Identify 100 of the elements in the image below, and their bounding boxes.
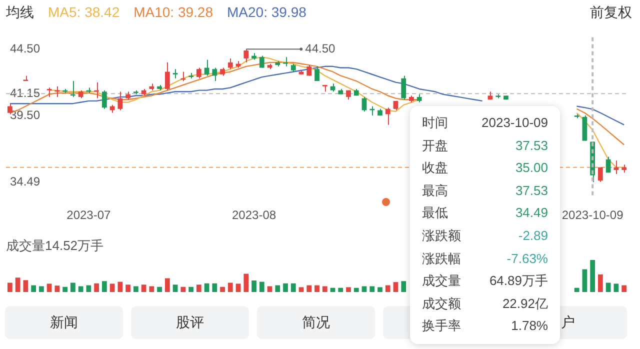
candlestick bbox=[314, 66, 320, 82]
bar bbox=[385, 285, 390, 292]
bar bbox=[110, 284, 115, 292]
bar bbox=[220, 286, 225, 292]
bar bbox=[322, 286, 328, 292]
bar bbox=[133, 286, 138, 292]
x-tick-label: 2023-07 bbox=[66, 208, 112, 222]
bar bbox=[172, 284, 178, 292]
bar bbox=[212, 283, 218, 292]
bar bbox=[86, 285, 92, 292]
bar bbox=[370, 286, 375, 292]
text: 换手率 bbox=[422, 317, 461, 336]
bar bbox=[46, 284, 52, 292]
annotation: 收盘 bbox=[422, 159, 448, 178]
annotation: 2023-10-09 bbox=[482, 114, 548, 132]
text: MA10: 39.28 bbox=[134, 4, 213, 20]
annotation: 涨跌幅 bbox=[422, 250, 461, 268]
annotation: 35.00 bbox=[515, 159, 548, 178]
bar bbox=[180, 286, 186, 292]
text: 成交额 bbox=[422, 294, 461, 313]
bar bbox=[298, 287, 304, 292]
text: 前复权 bbox=[590, 4, 632, 22]
annotation: 最高 bbox=[422, 182, 448, 200]
bar bbox=[118, 282, 123, 292]
bar bbox=[228, 282, 233, 292]
candlestick bbox=[172, 68, 178, 79]
candlestick bbox=[118, 91, 123, 111]
bar bbox=[378, 287, 382, 292]
candlestick bbox=[598, 166, 603, 182]
bar bbox=[259, 282, 264, 292]
candlestick bbox=[614, 160, 619, 174]
annotation: 时间 bbox=[422, 114, 448, 132]
bar bbox=[614, 284, 619, 292]
bar bbox=[94, 283, 99, 292]
text: 简况 bbox=[302, 314, 330, 332]
bar bbox=[126, 284, 130, 292]
text: 户 bbox=[561, 314, 575, 332]
bar bbox=[15, 278, 20, 292]
bar bbox=[102, 281, 107, 292]
bar bbox=[346, 287, 351, 292]
candlestick bbox=[164, 62, 170, 91]
bar bbox=[290, 283, 296, 292]
bar bbox=[306, 285, 312, 292]
bar bbox=[267, 286, 272, 292]
text: 34.49 bbox=[515, 204, 548, 222]
bar bbox=[606, 282, 611, 292]
candlestick bbox=[7, 103, 12, 115]
bar bbox=[196, 284, 202, 292]
text: 股评 bbox=[176, 314, 204, 332]
legend-title: 均线 bbox=[6, 4, 34, 20]
text: MA5: 38.42 bbox=[48, 4, 120, 20]
text: 新闻 bbox=[50, 314, 78, 332]
candlestick bbox=[244, 48, 249, 63]
bar bbox=[401, 281, 406, 292]
x-tick-label: 2023-08 bbox=[232, 208, 276, 222]
annotation: 44.50 bbox=[305, 41, 336, 56]
y-tick-label: 41.15 bbox=[10, 86, 40, 100]
bar bbox=[622, 285, 627, 292]
bar bbox=[23, 280, 28, 292]
bar bbox=[62, 286, 68, 292]
bar bbox=[283, 283, 288, 292]
candlestick bbox=[212, 67, 218, 82]
bar bbox=[188, 286, 194, 292]
bar bbox=[236, 284, 241, 292]
candlestick bbox=[606, 156, 611, 174]
bar bbox=[157, 286, 162, 292]
annotation: -7.63% bbox=[506, 250, 548, 268]
y-tick-label: 39.50 bbox=[10, 108, 40, 122]
bar bbox=[590, 260, 596, 292]
candlestick bbox=[385, 107, 390, 126]
bar bbox=[54, 286, 60, 292]
annotation: 37.53 bbox=[515, 136, 548, 155]
candlestick bbox=[582, 115, 588, 142]
text: -2.89 bbox=[518, 226, 548, 245]
bar bbox=[7, 282, 12, 292]
candlestick bbox=[102, 90, 107, 110]
bar bbox=[314, 285, 320, 292]
bar bbox=[244, 274, 249, 292]
bar bbox=[393, 282, 398, 292]
y-tick-label: 44.50 bbox=[10, 41, 40, 56]
annotation: 开盘 bbox=[422, 136, 448, 155]
y-tick-label: 34.49 bbox=[10, 174, 40, 188]
bar bbox=[275, 285, 280, 292]
text: 1.78% bbox=[511, 317, 548, 336]
candlestick bbox=[204, 59, 210, 76]
annotation: 成交量 bbox=[422, 272, 461, 290]
bar bbox=[164, 278, 170, 292]
candlestick bbox=[401, 75, 406, 100]
bar bbox=[141, 284, 146, 292]
text: MA20: 39.98 bbox=[227, 4, 306, 20]
annotation: 37.53 bbox=[515, 182, 548, 200]
bar bbox=[338, 288, 344, 292]
bar bbox=[38, 286, 44, 292]
bar bbox=[252, 280, 256, 292]
annotation: 64.89万手 bbox=[489, 272, 548, 290]
bar bbox=[582, 269, 588, 292]
bar bbox=[149, 286, 154, 292]
bar bbox=[78, 286, 84, 292]
text: 涨跌额 bbox=[422, 226, 461, 245]
text: 22.92亿 bbox=[502, 294, 548, 313]
